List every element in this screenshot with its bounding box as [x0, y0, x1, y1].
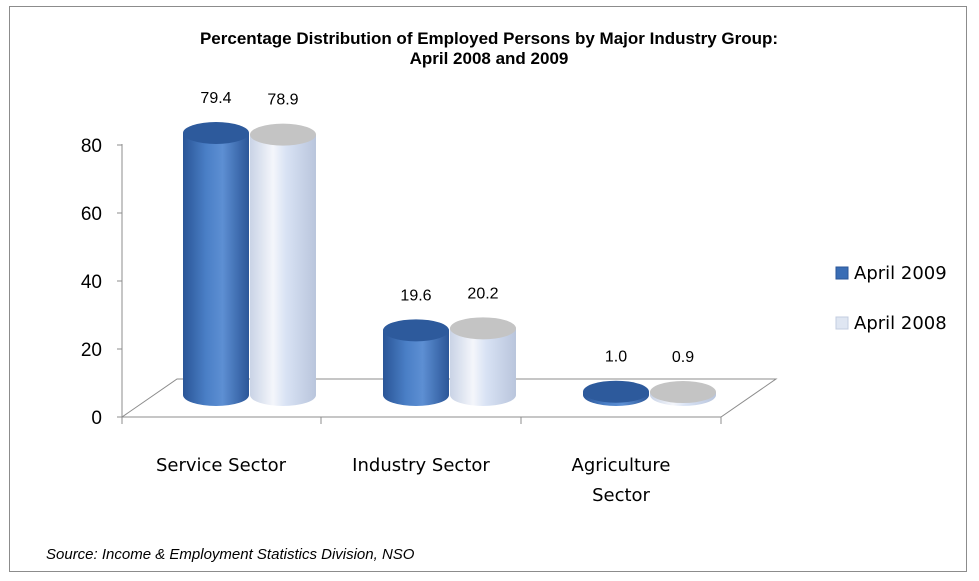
- bar-top: [183, 121, 249, 144]
- bar-april-2009-agriculture-sector: [583, 380, 649, 406]
- source-note: Source: Income & Employment Statistics D…: [46, 546, 415, 563]
- bar-top: [650, 381, 716, 404]
- y-tick-label: 60: [81, 204, 102, 225]
- x-category-label: Industry Sector: [352, 455, 490, 476]
- data-label: 79.4: [200, 90, 231, 107]
- chart-title: Percentage Distribution of Employed Pers…: [199, 29, 779, 48]
- bar-april-2008-industry-sector: [450, 317, 516, 406]
- data-label: 0.9: [672, 349, 694, 366]
- x-category-label: Service Sector: [156, 455, 287, 476]
- data-label: 78.9: [267, 92, 298, 109]
- bar-top: [250, 123, 316, 146]
- data-label: 1.0: [605, 349, 627, 366]
- data-label: 19.6: [400, 287, 431, 304]
- bar-april-2009-industry-sector: [383, 319, 449, 406]
- y-tick-label: 20: [81, 340, 102, 361]
- chart-plot: 0 20 40 60 80 79.4 19.6 1.0 78.9 20.2 0.9 Service S…: [81, 90, 947, 506]
- x-category-label: Agriculture: [572, 455, 671, 476]
- bar-top: [383, 319, 449, 342]
- bar-body: [450, 328, 516, 406]
- chart-title-block: Percentage Distribution of Employed Pers…: [10, 29, 968, 69]
- bar-april-2008-service-sector: [250, 123, 316, 406]
- legend-label: April 2009: [854, 263, 947, 284]
- chart-subtitle: April 2008 and 2009: [409, 49, 569, 68]
- bar-april-2009-service-sector: [183, 121, 249, 406]
- y-tick-label: 80: [81, 136, 102, 157]
- y-tick-label: 40: [81, 272, 102, 293]
- bar-body: [383, 330, 449, 406]
- legend-label: April 2008: [854, 313, 947, 334]
- bar-top: [583, 380, 649, 403]
- bar-body: [250, 134, 316, 406]
- bar-body: [183, 132, 249, 406]
- legend-swatch: [835, 316, 849, 330]
- bar-top: [450, 317, 516, 340]
- bar-april-2008-agriculture-sector: [650, 381, 716, 406]
- x-category-label: Sector: [592, 485, 650, 506]
- legend-swatch: [835, 266, 849, 280]
- y-tick-label: 0: [91, 408, 102, 429]
- chart-frame: Percentage Distribution of Employed Pers…: [9, 6, 967, 572]
- data-label: 20.2: [467, 285, 498, 302]
